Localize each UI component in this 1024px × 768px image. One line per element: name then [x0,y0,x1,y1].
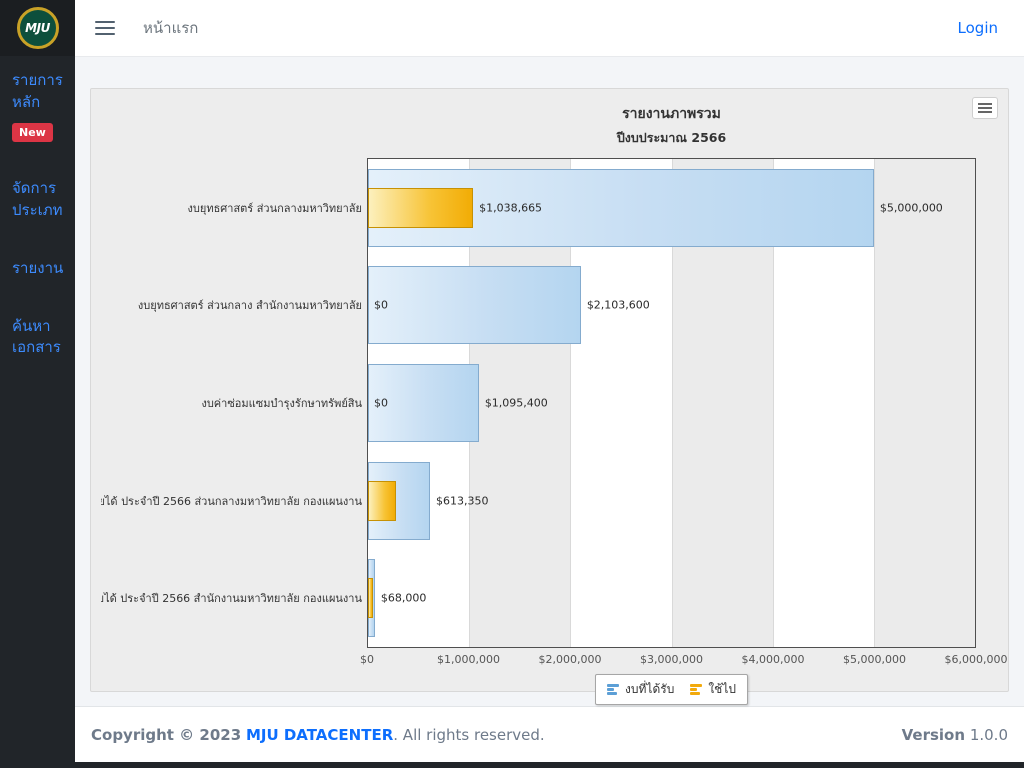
sidebar-item-main-list[interactable]: รายการ หลัก New [12,70,65,143]
chart-row: $5,000,000 $1,038,665 [368,159,975,257]
category-label: งบค่าซ่อมแซมบำรุงรักษาทรัพย์สิน [201,396,362,410]
login-link[interactable]: Login [957,19,998,37]
menu-toggle-icon[interactable] [95,21,115,35]
chart-legend: งบที่ได้รับ ใช้ไป [595,674,748,705]
x-tick-label: $2,000,000 [538,653,602,666]
sidebar-logo-area: MJU [0,0,75,56]
x-tick-label: $4,000,000 [741,653,805,666]
version-text: Version 1.0.0 [902,726,1008,744]
data-label: $5,000,000 [879,201,943,215]
legend-item[interactable]: งบที่ได้รับ [607,680,674,699]
legend-holder: งบที่ได้รับ ใช้ไป [367,674,976,705]
data-label: $0 [374,298,388,312]
plot-band [873,159,975,647]
legend-item[interactable]: ใช้ไป [690,680,736,699]
bar-budget-used[interactable] [368,578,373,619]
main-column: หน้าแรก Login รายงานภาพรวม ปีงบประมาณ 25… [75,0,1024,768]
x-tick-label: $5,000,000 [843,653,906,666]
bar-budget-used[interactable] [368,187,474,228]
copyright-suffix: . All rights reserved. [393,725,545,744]
version-label: Version [901,725,966,744]
new-badge: New [12,122,53,143]
sidebar: MJU รายการ หลัก New จัดการ ประเภทรายงานค้นหา… [0,0,75,768]
chart-row: $613,350 [368,452,975,550]
series-bars-icon [690,684,703,695]
chart-titles: รายงานภาพรวม ปีงบประมาณ 2566 [101,103,976,148]
legend-row: งบที่ได้รับ ใช้ไป [101,674,976,705]
copyright-prefix: Copyright © 2023 [91,725,242,744]
content-area: รายงานภาพรวม ปีงบประมาณ 2566 งบยุทธศาสตร… [75,57,1024,706]
x-tick-label: $3,000,000 [640,653,703,666]
copyright-text: Copyright © 2023 MJU DATACENTER. All rig… [91,726,545,744]
x-tick-label: $6,000,000 [944,653,1008,666]
chart-title: รายงานภาพรวม [622,106,721,122]
footer: Copyright © 2023 MJU DATACENTER. All rig… [75,706,1024,762]
category-label: เงินรายได้ ประจำปี 2566 สำนักงานมหาวิทยา… [101,592,362,606]
plot-area: $5,000,000 $1,038,665 $2,103,600 $0 $1,095,4… [367,158,976,648]
chart-card: รายงานภาพรวม ปีงบประมาณ 2566 งบยุทธศาสตร… [90,88,1009,705]
data-label: $2,103,600 [586,298,650,312]
version-value: 1.0.0 [969,725,1008,744]
x-axis-row: $0 $1,000,000 $2,000,000 $3,000,000 $4,000,0… [101,648,1007,670]
x-tick-label: $0 [360,653,374,666]
legend-label: งบที่ได้รับ [625,682,675,696]
category-label: เงินรายได้ ประจำปี 2566 ส่วนกลางมหาวิทยา… [101,494,362,508]
sidebar-nav: รายการ หลัก New จัดการ ประเภทรายงานค้นหา เอกส… [0,56,75,395]
sidebar-item-manage-type[interactable]: จัดการ ประเภท [12,179,63,220]
plot-band [570,159,671,647]
bar-budget-received[interactable] [368,461,431,540]
legend-label: ใช้ไป [708,682,736,696]
category-label: งบยุทธศาสตร์ ส่วนกลาง สำนักงานมหาวิทยาลั… [137,299,362,313]
category-label: งบยุทธศาสตร์ ส่วนกลางมหาวิทยาลัย [187,201,362,215]
data-label: $68,000 [380,591,427,605]
sidebar-item-report[interactable]: รายงาน [12,258,64,277]
chart-subtitle: ปีงบประมาณ 2566 [616,130,727,145]
bottom-strip [75,762,1024,768]
x-axis: $0 $1,000,000 $2,000,000 $3,000,000 $4,000,0… [360,648,1007,670]
chart-context-menu-icon[interactable] [972,97,998,119]
series-bars-icon [607,684,620,695]
data-label: $613,350 [436,494,489,508]
page-title: หน้าแรก [143,19,199,37]
topbar: หน้าแรก Login [75,0,1024,57]
bar-budget-received[interactable] [368,363,479,442]
bar-budget-received[interactable] [368,266,581,345]
brand-link[interactable]: MJU DATACENTER [245,725,394,744]
sidebar-item-search-doc[interactable]: ค้นหา เอกสาร [12,316,61,357]
chart-row: $68,000 [368,549,975,647]
data-label: $0 [374,396,388,410]
x-tick-label: $1,000,000 [437,653,500,666]
data-label: $1,038,665 [479,201,543,215]
chart-row: $1,095,400 $0 [368,354,975,452]
chart-row: $2,103,600 $0 [368,257,975,355]
category-axis: งบยุทธศาสตร์ ส่วนกลางมหาวิทยาลัยงบยุทธศา… [101,158,362,648]
data-label: $1,095,400 [484,396,548,410]
mju-logo[interactable]: MJU [16,7,59,49]
chart-plot-grid: งบยุทธศาสตร์ ส่วนกลางมหาวิทยาลัยงบยุทธศา… [101,158,976,648]
plot-band [772,159,874,647]
bar-budget-used[interactable] [368,480,397,521]
